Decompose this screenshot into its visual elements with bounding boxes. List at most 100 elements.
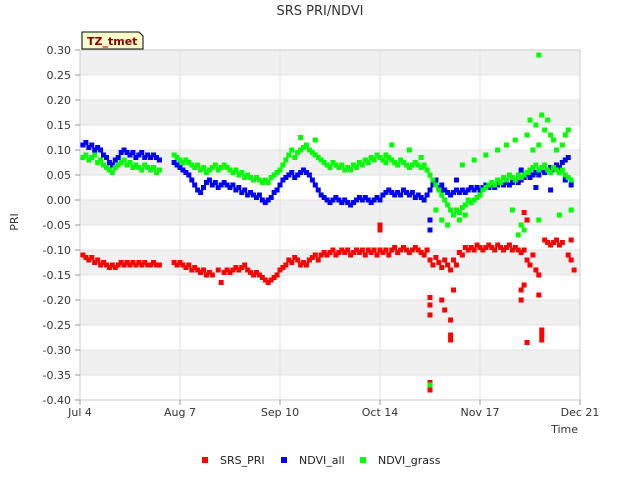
data-point (180, 160, 186, 165)
data-point (136, 152, 142, 158)
data-point (427, 172, 433, 178)
data-point (280, 177, 286, 183)
data-point (151, 260, 157, 265)
data-point (86, 145, 92, 150)
data-point (530, 172, 536, 178)
data-point (548, 165, 554, 170)
data-point (271, 275, 277, 280)
data-point (148, 262, 154, 268)
data-point (151, 165, 157, 170)
data-point (242, 187, 248, 193)
data-point (292, 155, 298, 160)
data-point (303, 142, 309, 148)
data-point (348, 252, 354, 258)
data-point (145, 165, 151, 170)
data-point (265, 180, 271, 185)
data-point (224, 267, 230, 273)
data-point (518, 297, 524, 303)
data-point (312, 182, 318, 188)
data-point (318, 252, 324, 258)
data-point (518, 250, 524, 255)
data-point (95, 257, 101, 263)
data-point (521, 247, 527, 253)
data-point (474, 185, 480, 190)
data-point (351, 162, 357, 168)
data-point (298, 262, 304, 268)
data-point (218, 280, 224, 285)
data-point (253, 175, 259, 180)
data-point (324, 197, 330, 203)
data-point (227, 270, 233, 275)
data-point (559, 167, 565, 173)
data-point (509, 247, 515, 253)
badge-label: TZ_tmet (87, 35, 137, 48)
data-point (327, 200, 333, 205)
data-point (559, 142, 565, 148)
data-point (401, 245, 407, 250)
data-point (133, 262, 139, 268)
data-point (533, 185, 539, 190)
data-point (389, 190, 395, 195)
data-point (377, 227, 383, 233)
data-point (562, 172, 568, 178)
data-point (427, 387, 433, 393)
data-point (236, 267, 242, 273)
data-point (527, 262, 533, 268)
data-point (365, 197, 371, 203)
data-point (498, 180, 504, 185)
data-point (151, 152, 157, 158)
legend-label: SRS_PRI (220, 454, 265, 467)
data-point (506, 242, 512, 248)
data-point (265, 280, 271, 285)
data-point (406, 165, 412, 170)
data-point (274, 187, 280, 193)
data-point (518, 222, 524, 228)
data-point (553, 162, 559, 168)
data-point (201, 165, 207, 170)
legend-swatch (202, 457, 208, 463)
data-point (445, 262, 451, 268)
data-point (533, 162, 539, 168)
data-point (448, 267, 454, 273)
data-point (521, 282, 527, 288)
data-point (230, 170, 236, 175)
data-point (333, 162, 339, 168)
data-point (556, 212, 562, 218)
data-point (524, 340, 530, 345)
data-point (156, 157, 162, 163)
data-point (209, 182, 215, 188)
data-point (556, 242, 562, 248)
data-point (386, 187, 392, 193)
data-point (377, 197, 383, 203)
legend: SRS_PRI NDVI_all NDVI_grass (202, 454, 441, 467)
series-NDVI_grass (80, 52, 574, 388)
data-point (406, 192, 412, 198)
data-point (451, 190, 457, 195)
data-point (439, 265, 445, 270)
data-point (521, 210, 527, 215)
data-point (180, 262, 186, 268)
data-point (251, 177, 257, 183)
y-tick-label: -0.05 (43, 219, 71, 232)
data-point (518, 287, 524, 293)
plot-band (80, 50, 580, 75)
data-point (512, 137, 518, 143)
plot-background (80, 50, 580, 400)
data-point (427, 187, 433, 193)
data-point (177, 260, 183, 265)
data-point (571, 267, 577, 273)
data-point (536, 52, 542, 58)
y-tick-label: 0.05 (47, 169, 72, 182)
data-point (489, 245, 495, 250)
data-point (303, 170, 309, 175)
data-point (371, 157, 377, 163)
data-point (218, 165, 224, 170)
data-point (548, 187, 554, 193)
data-point (351, 200, 357, 205)
data-point (356, 250, 362, 255)
data-point (153, 170, 159, 175)
data-point (506, 172, 512, 178)
data-point (359, 247, 365, 253)
data-point (539, 112, 545, 118)
data-point (380, 250, 386, 255)
